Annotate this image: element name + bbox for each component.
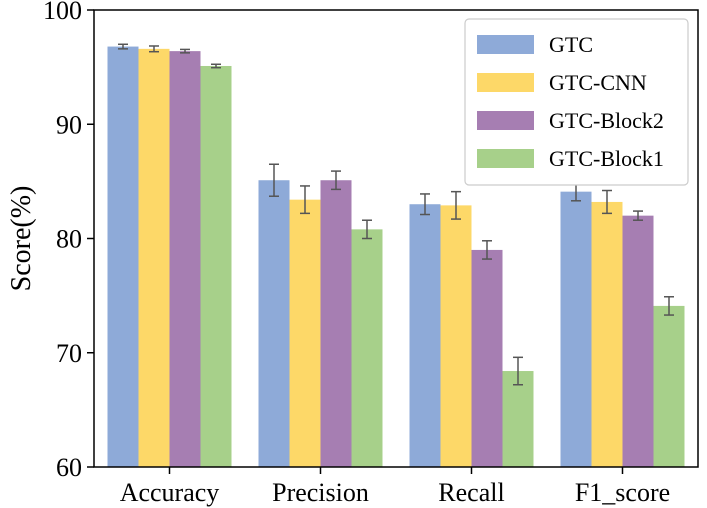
bar-gtc: [560, 191, 592, 467]
x-tick-label: Precision: [272, 478, 369, 507]
legend-swatch: [477, 149, 534, 168]
legend: GTC GTC-CNN GTC-Block2 GTC-Block1: [464, 18, 689, 186]
legend-swatch: [477, 73, 534, 92]
bar-gtc-block2: [622, 215, 654, 467]
legend-label: GTC-Block1: [549, 146, 664, 171]
x-tick-label: Accuracy: [120, 478, 220, 507]
bars-layer: [107, 46, 685, 468]
legend-box: [464, 18, 689, 186]
bar-gtc-block1: [351, 229, 383, 467]
legend-label: GTC: [549, 32, 593, 57]
bar-gtc: [258, 180, 290, 468]
y-axis: 60 70 80 90 100: [43, 0, 94, 482]
legend-swatch: [477, 111, 534, 130]
legend-swatch: [477, 35, 534, 54]
bar-gtc-block1: [502, 371, 534, 467]
bar-gtc: [107, 46, 139, 468]
x-tick-label: Recall: [438, 478, 504, 507]
y-axis-title: Score(%): [6, 186, 37, 292]
legend-label: GTC-Block2: [549, 108, 664, 133]
bar-gtc-block2: [471, 249, 503, 467]
y-tick-label: 60: [56, 453, 82, 482]
legend-label: GTC-CNN: [549, 70, 647, 95]
bar-gtc: [409, 204, 441, 467]
x-axis: Accuracy Precision Recall F1_score: [120, 467, 670, 507]
bar-gtc-cnn: [289, 199, 321, 467]
bar-gtc-cnn: [138, 48, 170, 467]
bar-gtc-block1: [653, 305, 685, 467]
bar-gtc-block1: [200, 65, 232, 468]
x-tick-label: F1_score: [575, 478, 670, 507]
bar-gtc-block2: [320, 180, 352, 468]
y-tick-label: 70: [56, 339, 82, 368]
y-tick-label: 90: [56, 110, 82, 139]
y-tick-label: 100: [43, 0, 82, 25]
bar-gtc-cnn: [591, 201, 623, 467]
bar-gtc-block2: [169, 51, 201, 467]
y-tick-label: 80: [56, 225, 82, 254]
bar-gtc-cnn: [440, 205, 472, 467]
